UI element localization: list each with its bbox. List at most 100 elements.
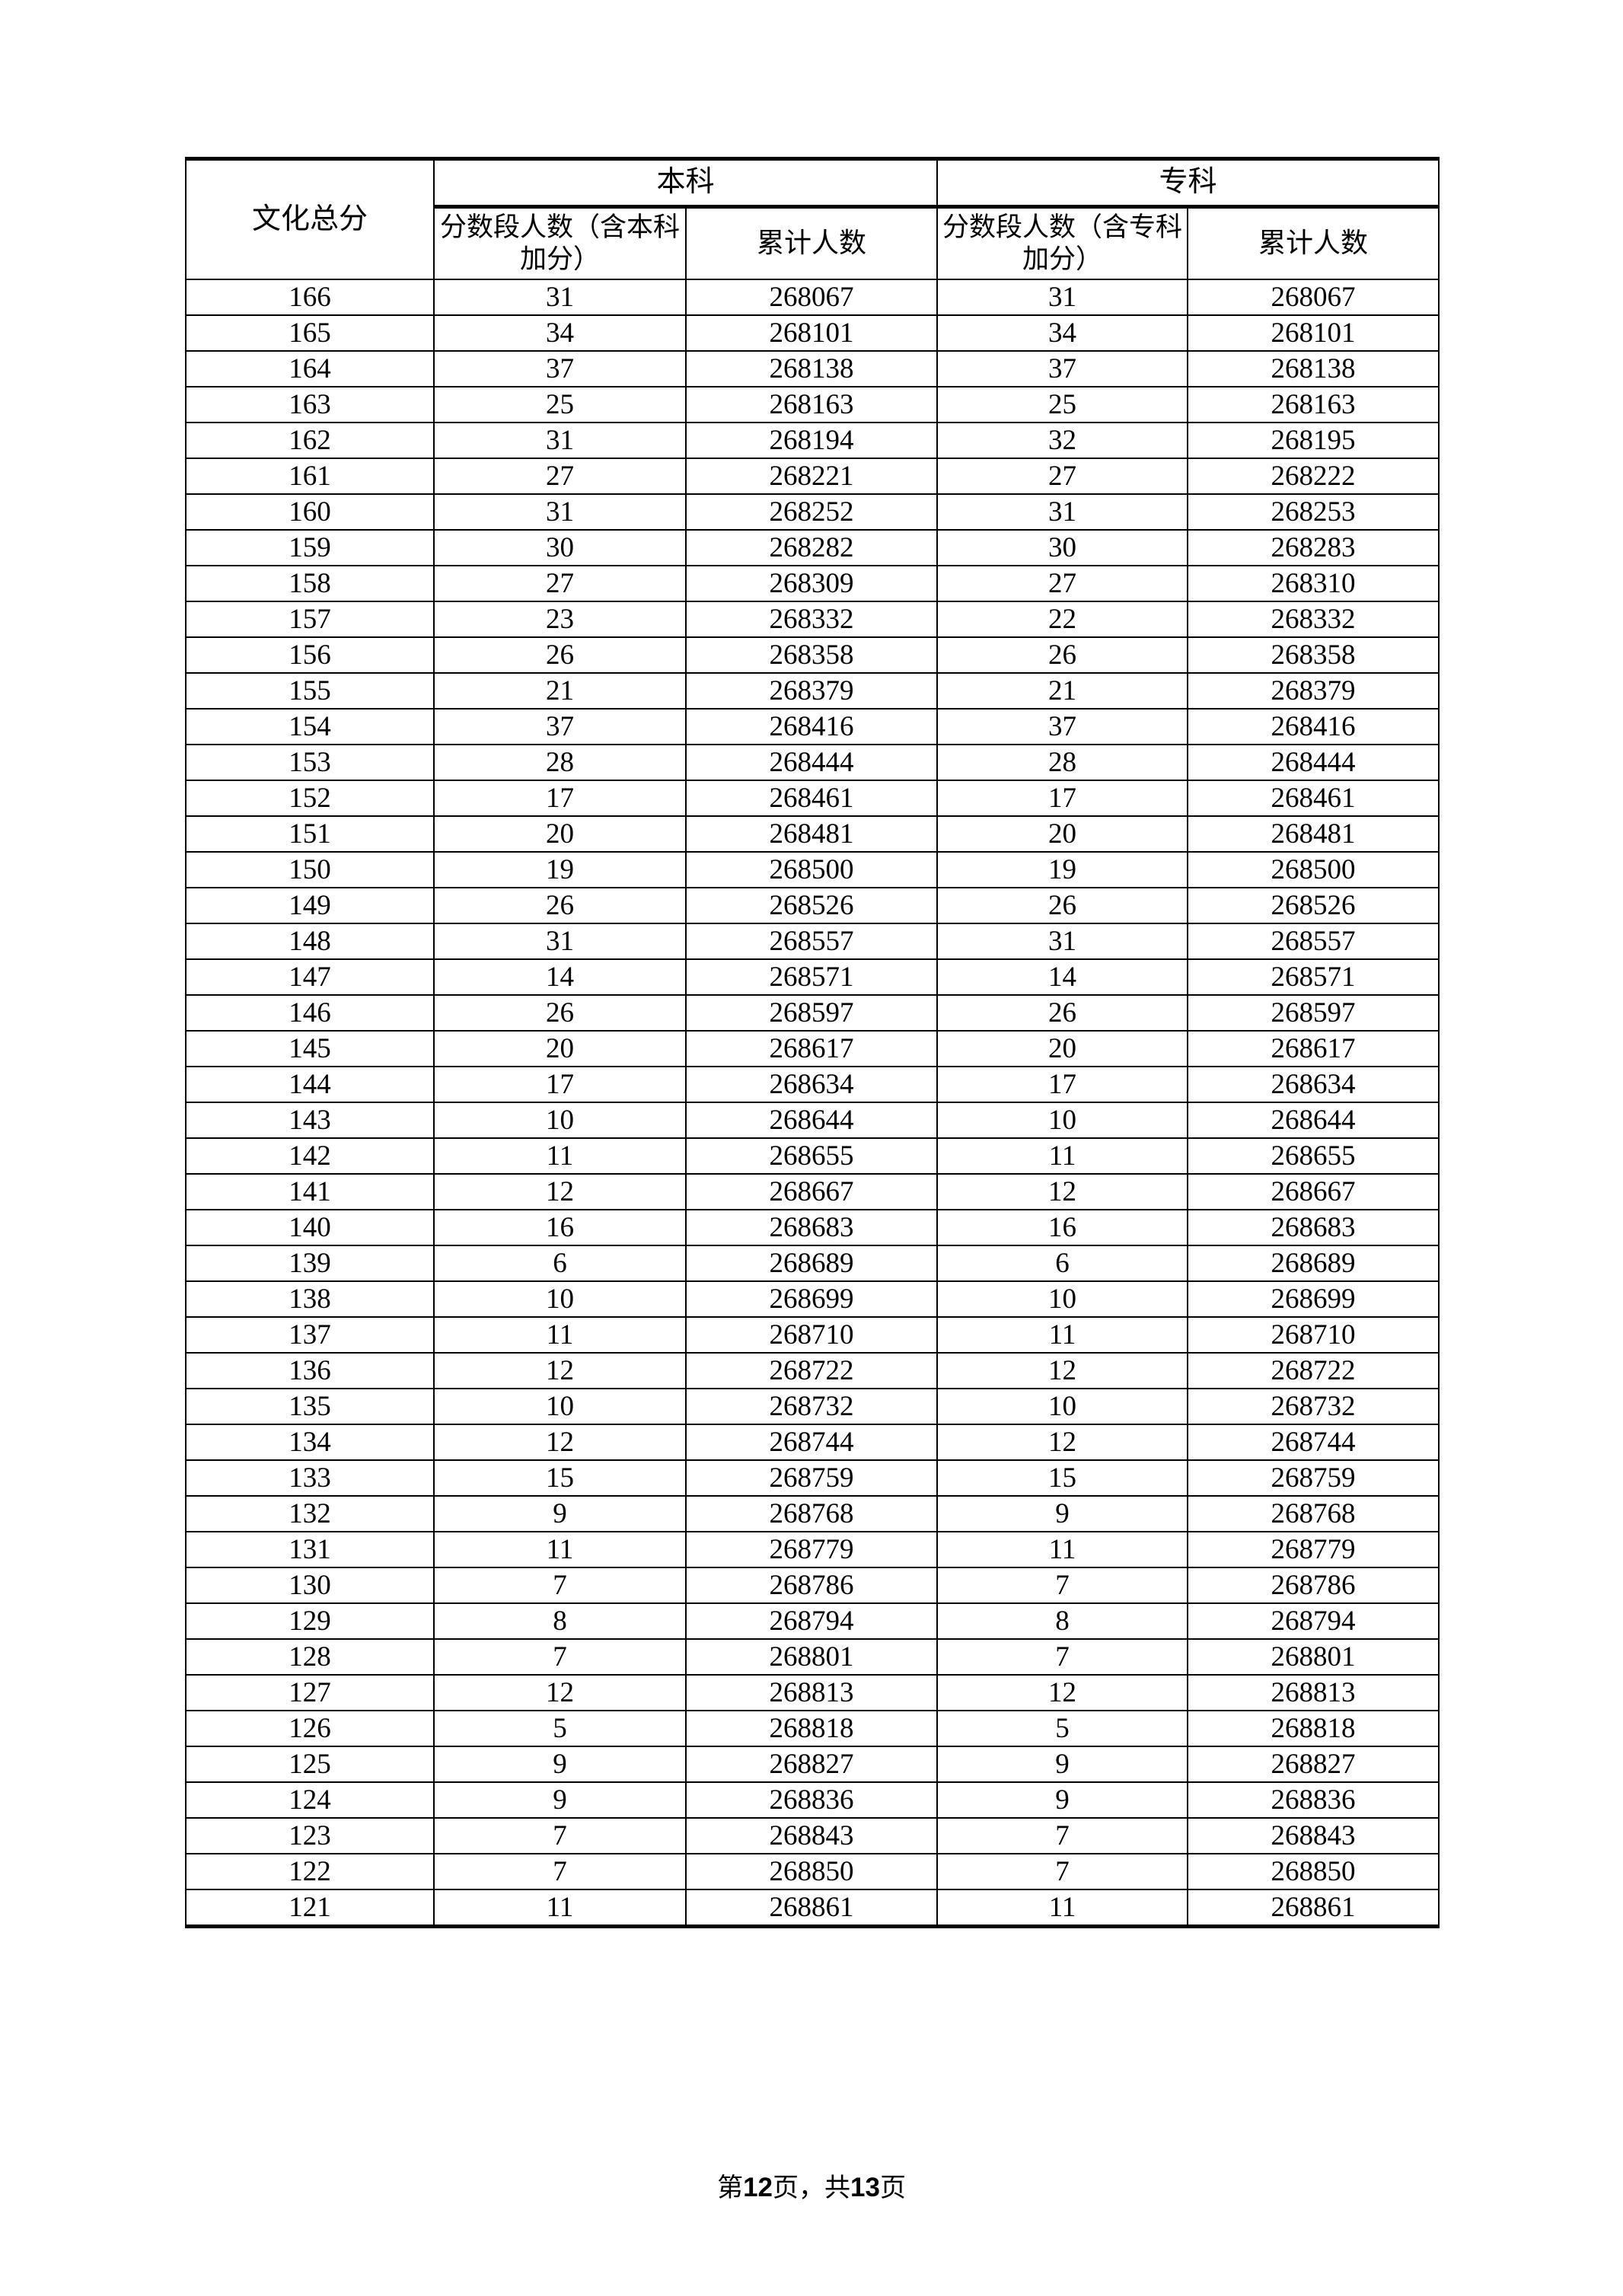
cell-vocational-cumulative: 268634 (1187, 1066, 1440, 1103)
footer-middle: 页，共 (773, 2174, 850, 2202)
cell-vocational-cumulative: 268526 (1187, 887, 1440, 924)
cell-total-score: 121 (185, 1889, 435, 1928)
table-row: 138 10 268699 10 268699 (185, 1280, 1440, 1318)
cell-vocational-segment: 6 (936, 1245, 1189, 1282)
cell-total-score: 153 (185, 744, 435, 781)
table-row: 144 17 268634 17 268634 (185, 1066, 1440, 1103)
cell-undergraduate-cumulative: 268786 (684, 1567, 939, 1604)
cell-total-score: 134 (185, 1424, 435, 1461)
cell-undergraduate-cumulative: 268759 (684, 1459, 939, 1497)
cell-undergraduate-segment: 12 (433, 1173, 687, 1210)
cell-total-score: 164 (185, 350, 435, 387)
cell-vocational-cumulative: 268101 (1187, 314, 1440, 352)
cell-undergraduate-cumulative: 268722 (684, 1352, 939, 1389)
cell-vocational-segment: 7 (936, 1853, 1189, 1890)
table-row: 145 20 268617 20 268617 (185, 1030, 1440, 1067)
table-row: 127 12 268813 12 268813 (185, 1674, 1440, 1711)
cell-undergraduate-segment: 5 (433, 1710, 687, 1747)
cell-undergraduate-cumulative: 268221 (684, 458, 939, 495)
table-row: 166 31 268067 31 268067 (185, 279, 1440, 316)
cell-undergraduate-segment: 7 (433, 1638, 687, 1676)
cell-undergraduate-cumulative: 268526 (684, 887, 939, 924)
cell-vocational-segment: 11 (936, 1137, 1189, 1175)
table-row: 152 17 268461 17 268461 (185, 780, 1440, 817)
group-header-vocational: 专科 (936, 157, 1440, 208)
footer-current-page: 12 (743, 2173, 773, 2202)
cell-vocational-cumulative: 268683 (1187, 1209, 1440, 1246)
cell-vocational-cumulative: 268444 (1187, 744, 1440, 781)
cell-undergraduate-cumulative: 268813 (684, 1674, 939, 1711)
cell-total-score: 154 (185, 708, 435, 745)
cell-undergraduate-cumulative: 268332 (684, 601, 939, 638)
cell-undergraduate-segment: 37 (433, 708, 687, 745)
cell-undergraduate-segment: 8 (433, 1602, 687, 1640)
cell-vocational-segment: 10 (936, 1102, 1189, 1139)
cell-total-score: 137 (185, 1316, 435, 1354)
cell-vocational-cumulative: 268836 (1187, 1781, 1440, 1819)
cell-vocational-segment: 12 (936, 1674, 1189, 1711)
cell-vocational-cumulative: 268500 (1187, 851, 1440, 888)
cell-undergraduate-segment: 20 (433, 815, 687, 853)
cell-undergraduate-segment: 7 (433, 1567, 687, 1604)
cell-undergraduate-cumulative: 268067 (684, 279, 939, 316)
footer-total-pages: 13 (850, 2173, 880, 2202)
cell-total-score: 157 (185, 601, 435, 638)
cell-undergraduate-segment: 34 (433, 314, 687, 352)
cell-total-score: 140 (185, 1209, 435, 1246)
cell-vocational-cumulative: 268617 (1187, 1030, 1440, 1067)
cell-vocational-segment: 26 (936, 994, 1189, 1032)
page-footer: 第12页，共13页 (0, 2172, 1623, 2205)
cell-vocational-cumulative: 268138 (1187, 350, 1440, 387)
table-body: 166 31 268067 31 268067 165 34 26 8 10 1 34 268101 16… (185, 279, 1440, 1928)
cell-vocational-segment: 12 (936, 1424, 1189, 1461)
cell-total-score: 143 (185, 1102, 435, 1139)
cell-vocational-cumulative: 268779 (1187, 1531, 1440, 1568)
cell-total-score: 161 (185, 458, 435, 495)
cell-total-score: 125 (185, 1746, 435, 1783)
cell-vocational-segment: 7 (936, 1638, 1189, 1676)
cell-total-score: 151 (185, 815, 435, 853)
column-header-total-score: 文化总分 (185, 157, 435, 280)
cell-total-score: 124 (185, 1781, 435, 1819)
cell-undergraduate-segment: 10 (433, 1102, 687, 1139)
cell-undergraduate-segment: 19 (433, 851, 687, 888)
table-row: 154 37 268416 37 268416 (185, 708, 1440, 745)
table-row: 148 31 268557 31 268557 (185, 923, 1440, 960)
cell-undergraduate-cumulative: 268194 (684, 422, 939, 459)
header-row-groups: 文化总分 本科 专科 (185, 157, 1440, 280)
cell-vocational-cumulative: 268571 (1187, 958, 1440, 996)
cell-undergraduate-cumulative: 268597 (684, 994, 939, 1032)
cell-undergraduate-cumulative: 268843 (684, 1817, 939, 1854)
cell-undergraduate-segment: 31 (433, 923, 687, 960)
table-row: 141 12 268667 12 268667 (185, 1173, 1440, 1210)
cell-undergraduate-cumulative: 268571 (684, 958, 939, 996)
table-row: 165 34 268101 34 268101 (185, 314, 1440, 352)
table-row: 132 9 268768 9 268768 (185, 1495, 1440, 1532)
cell-vocational-cumulative: 268644 (1187, 1102, 1440, 1139)
cell-vocational-cumulative: 268461 (1187, 780, 1440, 817)
cell-vocational-segment: 22 (936, 601, 1189, 638)
cell-vocational-segment: 17 (936, 1066, 1189, 1103)
table-row: 133 15 268759 15 268759 (185, 1459, 1440, 1497)
cell-undergraduate-cumulative: 268683 (684, 1209, 939, 1246)
cell-total-score: 165 (185, 314, 435, 352)
cell-undergraduate-cumulative: 268710 (684, 1316, 939, 1354)
cell-undergraduate-segment: 11 (433, 1889, 687, 1928)
cell-undergraduate-cumulative: 268732 (684, 1388, 939, 1425)
table-row: 159 30 268282 30 268283 (185, 529, 1440, 566)
cell-vocational-segment: 12 (936, 1173, 1189, 1210)
cell-undergraduate-segment: 27 (433, 565, 687, 602)
table-row: 163 25 268163 25 268163 (185, 386, 1440, 423)
cell-total-score: 129 (185, 1602, 435, 1640)
cell-vocational-cumulative: 268861 (1187, 1889, 1440, 1928)
table-row: 146 26 268597 26 268597 (185, 994, 1440, 1032)
cell-total-score: 159 (185, 529, 435, 566)
table-row: 147 14 268571 14 268571 (185, 958, 1440, 996)
table-row: 130 7 268786 7 268786 (185, 1567, 1440, 1604)
table-row: 142 11 268655 11 268655 (185, 1137, 1440, 1175)
cell-undergraduate-cumulative: 268644 (684, 1102, 939, 1139)
cell-undergraduate-cumulative: 268827 (684, 1746, 939, 1783)
cell-vocational-segment: 20 (936, 1030, 1189, 1067)
table-row: 155 21 268379 21 268379 (185, 672, 1440, 710)
table-row: 157 23 268332 22 268332 (185, 601, 1440, 638)
